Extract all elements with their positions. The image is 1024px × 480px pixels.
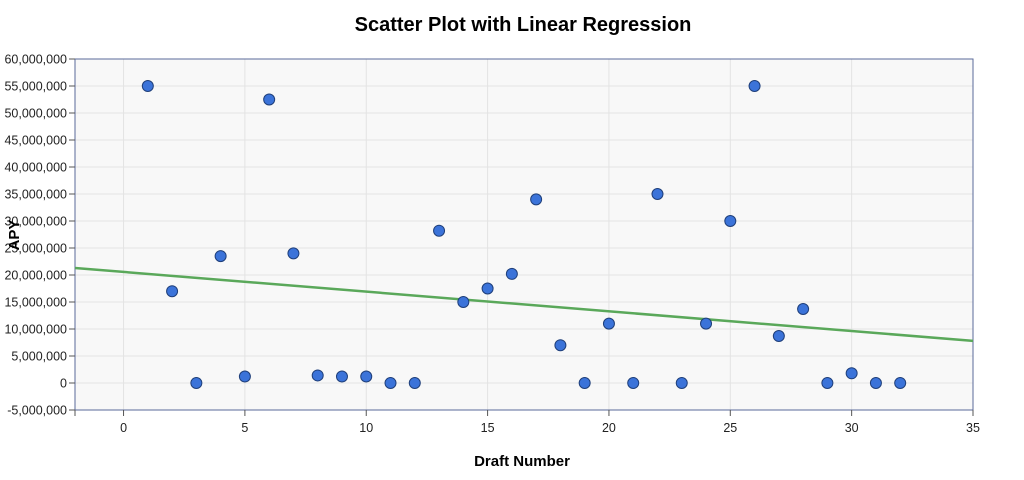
data-point — [238, 370, 251, 383]
x-tick-label: 0 — [120, 421, 127, 435]
x-tick-label: 15 — [481, 421, 495, 435]
x-axis-label: Draft Number — [474, 453, 570, 470]
y-tick-label: 35,000,000 — [4, 188, 67, 202]
data-point — [894, 377, 907, 389]
data-point — [384, 377, 397, 389]
y-tick-label: 45,000,000 — [4, 134, 67, 148]
y-tick-label: 20,000,000 — [4, 269, 67, 283]
y-tick-label: 55,000,000 — [4, 80, 67, 94]
plot-area — [75, 59, 973, 410]
data-point — [408, 377, 421, 389]
data-point — [748, 80, 761, 92]
x-tick-label: 35 — [966, 421, 980, 435]
data-point — [869, 377, 882, 389]
data-point — [263, 93, 276, 106]
chart-title: Scatter Plot with Linear Regression — [354, 14, 692, 36]
y-tick-label: 0 — [60, 377, 67, 391]
data-point — [457, 296, 470, 308]
x-tick-label: 25 — [723, 421, 737, 435]
data-point — [287, 247, 300, 260]
x-tick-label: 10 — [359, 421, 373, 435]
data-point — [141, 80, 154, 92]
y-tick-label: 10,000,000 — [4, 323, 67, 337]
data-point — [821, 377, 834, 389]
y-tick-label: 15,000,000 — [4, 296, 67, 310]
y-tick-label: 60,000,000 — [4, 53, 67, 67]
y-tick-label: 40,000,000 — [4, 161, 67, 175]
x-tick-label: 20 — [602, 421, 616, 435]
data-point — [578, 377, 591, 389]
plot-frame — [74, 58, 974, 411]
x-tick-label: 30 — [845, 421, 859, 435]
data-point — [530, 193, 543, 206]
data-point — [190, 377, 203, 389]
data-point — [505, 267, 518, 280]
data-point — [675, 377, 688, 389]
data-point — [627, 377, 640, 389]
data-point — [845, 367, 858, 380]
data-point — [360, 370, 373, 383]
data-point — [433, 224, 446, 237]
regression-line — [74, 266, 974, 343]
data-point — [311, 369, 324, 382]
data-point — [651, 188, 664, 200]
y-axis-label: APY — [6, 220, 23, 251]
data-point — [724, 215, 737, 227]
data-point — [214, 250, 227, 263]
data-point — [554, 339, 567, 352]
data-point — [772, 330, 785, 343]
y-tick-label: 50,000,000 — [4, 107, 67, 121]
x-tick-label: 5 — [241, 421, 248, 435]
data-point — [797, 303, 810, 316]
data-point — [602, 317, 615, 330]
data-point — [700, 317, 713, 330]
y-tick-label: 5,000,000 — [11, 350, 67, 364]
data-point — [481, 282, 494, 295]
data-point — [166, 285, 179, 298]
y-tick-label: -5,000,000 — [7, 404, 67, 418]
y-tick-label: 30,000,000 — [4, 215, 67, 229]
data-point — [335, 370, 348, 383]
y-tick-label: 25,000,000 — [4, 242, 67, 256]
